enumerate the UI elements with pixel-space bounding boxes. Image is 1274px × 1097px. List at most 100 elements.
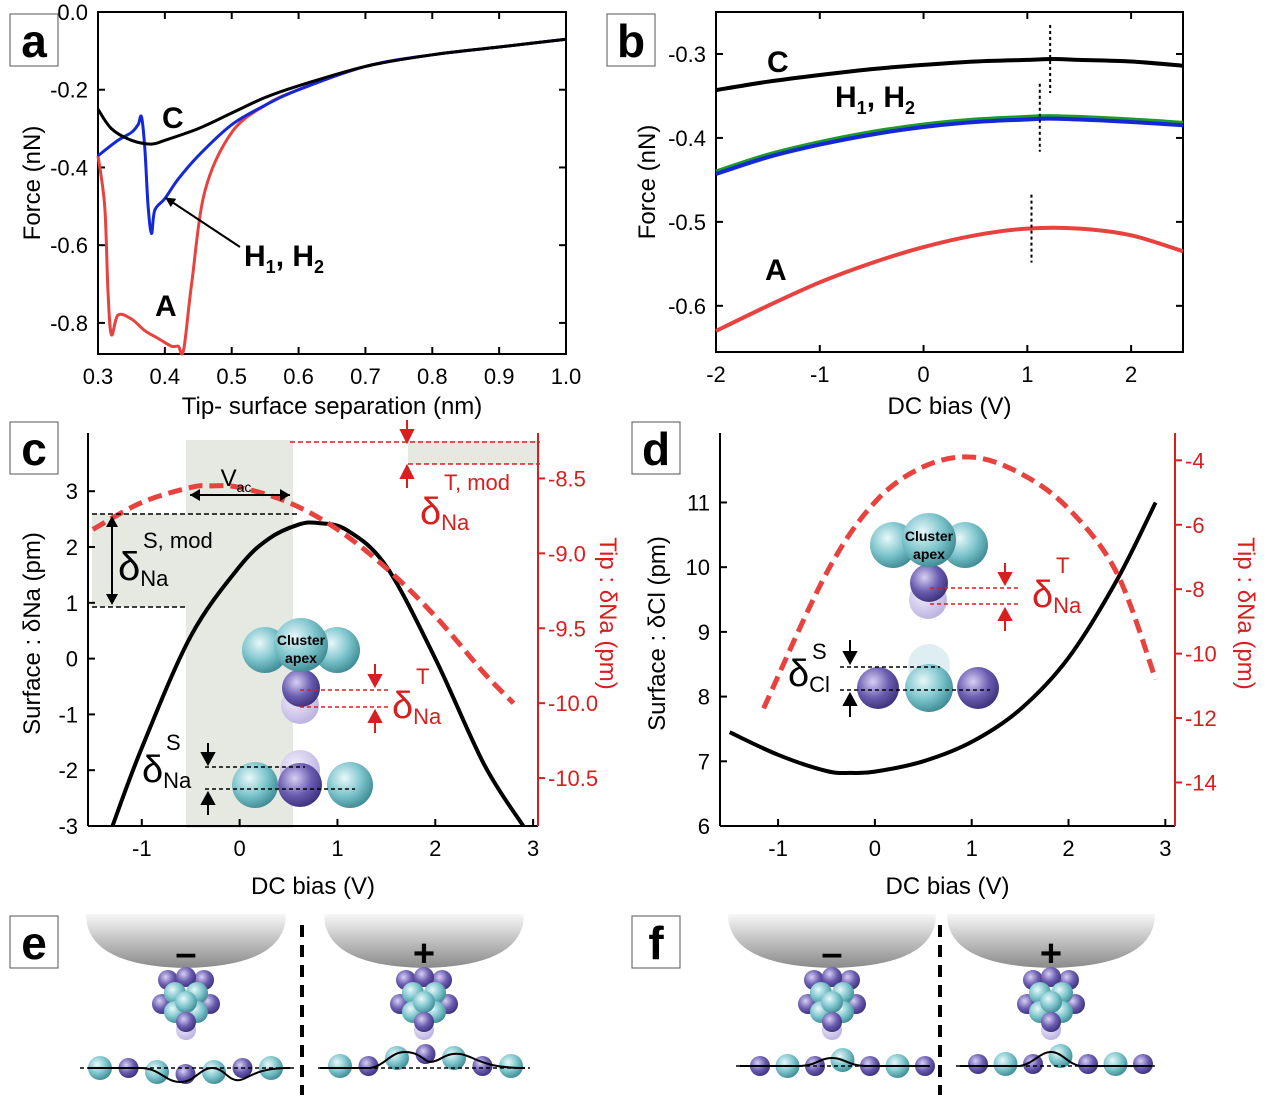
surface-na-atom	[968, 1054, 988, 1074]
series-line-h1	[715, 114, 1184, 174]
panel-e-label: e	[21, 917, 47, 969]
x-tick-label: 0.8	[417, 364, 448, 389]
schematic-positive-e	[318, 914, 530, 1078]
tip-t-arrow-up	[997, 606, 1013, 631]
panel-b: -2 -1 0 1 2 -0.3 -0.4 -0.5 -0.6 DC bias (V) Force …	[606, 11, 1184, 420]
y2-tick-label: -14	[1185, 771, 1217, 796]
surface-na-atom	[1078, 1054, 1098, 1074]
x-tick-label: 0.6	[283, 364, 314, 389]
x-tick-label: -1	[768, 836, 788, 861]
y-tick-label: -0.3	[668, 42, 706, 67]
panel-b-label: b	[617, 15, 645, 67]
y2-tick-label: -4	[1185, 448, 1205, 473]
surface-na-atom	[1023, 1054, 1043, 1074]
y-tick-label: 9	[698, 620, 710, 645]
curve-h-label-b: H1, H2	[835, 81, 915, 118]
cluster-label-2: apex	[913, 546, 945, 562]
x-tick-label: 2	[1062, 836, 1074, 861]
cluster-apex-diagram-d: Cluster apex δNaT	[870, 513, 1082, 631]
y2-tick-label: -12	[1185, 706, 1217, 731]
h-curve-arrow	[165, 197, 241, 248]
series-line-c	[715, 57, 1184, 93]
y-tick-label: -3	[58, 814, 78, 839]
y2-tick-label: -9.0	[548, 541, 586, 566]
tip-apex-na-atom	[1041, 1012, 1061, 1032]
x-tick-label: 3	[527, 836, 539, 861]
y-tick-label: -1	[58, 702, 78, 727]
surface-cl-atom	[202, 1060, 226, 1084]
cluster-cl-atom	[413, 991, 435, 1013]
cluster-apex-diagram-c: Cluster apex δNaT	[242, 618, 442, 733]
surface-s-arrow-down	[200, 743, 216, 767]
x-axis-label: DC bias (V)	[885, 873, 1009, 900]
plot-frame	[715, 11, 1184, 353]
surface-s-arrow-down	[842, 640, 858, 666]
x-tick-label: -2	[706, 362, 726, 387]
delta-na-s-mod-label: δNaS, mod	[118, 528, 213, 591]
schematic-positive-f	[947, 914, 1155, 1076]
y-tick-label: -0.5	[668, 210, 706, 235]
curve-a-label: A	[155, 290, 177, 323]
surface-na-atom	[415, 1044, 436, 1064]
surface-diagram-c: δNaS	[142, 730, 373, 815]
series-line-c	[96, 37, 567, 146]
x-tick-label: 3	[1159, 836, 1171, 861]
series-line-h2	[715, 116, 1184, 176]
x-tick-label: 2	[1125, 362, 1137, 387]
y-tick-label: 3	[66, 479, 78, 504]
y-tick-label: 0	[66, 647, 78, 672]
y2-tick-label: -10.0	[548, 691, 598, 716]
x-tick-label: 0	[917, 362, 929, 387]
series-line-surface	[110, 520, 525, 828]
panel-a: 0.3 0.4 0.5 0.6 0.7 0.8 0.9 1.0 0.0 -0.2 -0.4 -0.6 -…	[9, 0, 581, 420]
x-tick-label: 1	[966, 836, 978, 861]
x-tick-label: 0.9	[484, 364, 515, 389]
plot-frame	[97, 11, 567, 355]
y-tick-label: 8	[698, 685, 710, 710]
surface-cl-atom	[328, 1054, 352, 1078]
panel-f-label-box	[631, 915, 681, 969]
surface-s-arrow-up	[842, 691, 858, 717]
surface-mod-shade	[92, 514, 186, 607]
x-tick-label: -1	[810, 362, 830, 387]
y-tick-label: 7	[698, 749, 710, 774]
tip-na-atom	[910, 564, 948, 602]
panel-d-label-box	[631, 421, 681, 475]
panel-b-label-box	[606, 13, 656, 67]
y-tick-label: 11	[687, 490, 710, 515]
series-line-h1-h2	[97, 37, 567, 236]
cluster-cl-atom	[902, 513, 956, 567]
positive-bias-sign-e: +	[413, 933, 435, 975]
tip-apex-na-atom	[414, 1012, 434, 1032]
x-tick-label: 0	[869, 836, 881, 861]
surface-na-atom	[957, 667, 999, 709]
curve-a-label-b: A	[765, 254, 787, 287]
cluster-cl-atom	[175, 991, 197, 1013]
x-tick-label: 0	[234, 836, 246, 861]
tip-mod-shade	[408, 441, 540, 464]
surface-displacement-curve	[320, 1050, 526, 1069]
tip-apex-na-atom	[822, 1012, 842, 1032]
y2-tick-label: -8	[1185, 577, 1205, 602]
y-tick-label: 10	[686, 555, 710, 580]
tip-apex-na-atom	[176, 1012, 196, 1032]
x-tick-label: 0.3	[83, 364, 114, 389]
surface-cl-atom	[1103, 1052, 1128, 1076]
y-tick-label: 6	[698, 814, 710, 839]
panel-b-plot: -2 -1 0 1 2 -0.3 -0.4 -0.5 -0.6 DC bias (V) Force …	[634, 11, 1184, 420]
x-tick-label: 0.4	[150, 364, 181, 389]
series-line-tip	[761, 454, 1158, 710]
y2-tick-label: -6	[1185, 513, 1205, 538]
surface-s-arrow-up	[200, 790, 216, 815]
surface-cl-atom	[905, 664, 953, 712]
panel-c-plot: -1 0 1 2 3 3 2 1 0 -1 -2 -3 -8.5 -9.0 -9.5 -10.0 -10.5 DC…	[19, 433, 621, 900]
x-tick-label: -1	[132, 836, 152, 861]
y2-tick-label: -10.5	[548, 766, 598, 791]
y-tick-label: -2	[58, 758, 78, 783]
y2-axis-label: Tip : δNa (pm)	[1232, 537, 1259, 689]
surface-diagram-d: δClS	[788, 639, 999, 717]
afm-tip	[728, 914, 936, 968]
panel-a-label-box	[9, 13, 59, 67]
surface-cl-atom	[442, 1046, 466, 1070]
